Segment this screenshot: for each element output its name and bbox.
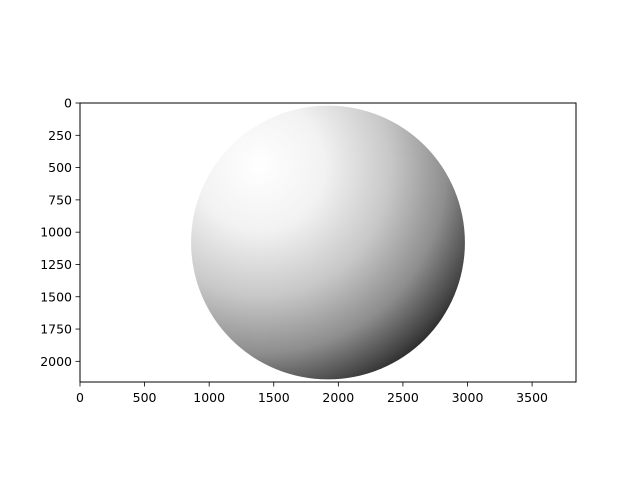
y-tick-label: 500: [48, 160, 72, 175]
axes-frame: [79, 102, 577, 383]
x-tick-label: 3500: [516, 390, 548, 405]
x-tick-label: 2000: [322, 390, 354, 405]
x-axis: 0 500 1000 1500 2000 2500 3000 3500: [76, 382, 548, 405]
y-tick-label: 1250: [40, 257, 72, 272]
x-tick-label: 0: [76, 390, 84, 405]
y-tick-label: 1750: [40, 322, 72, 337]
x-tick-label: 3000: [452, 390, 484, 405]
y-tick-label: 0: [64, 96, 72, 111]
sphere-image: [191, 105, 465, 380]
y-tick-label: 250: [48, 128, 72, 143]
y-tick-label: 1000: [40, 225, 72, 240]
x-tick-label: 1500: [258, 390, 290, 405]
image-axes: [79, 102, 577, 383]
y-tick-label: 750: [48, 192, 72, 207]
y-axis: 0 250 500 750 1000 1250 1500 1750 2000: [40, 96, 80, 369]
y-tick-label: 1500: [40, 289, 72, 304]
x-tick-label: 1000: [193, 390, 225, 405]
x-tick-label: 2500: [387, 390, 419, 405]
y-tick-label: 2000: [40, 354, 72, 369]
x-tick-label: 500: [133, 390, 157, 405]
